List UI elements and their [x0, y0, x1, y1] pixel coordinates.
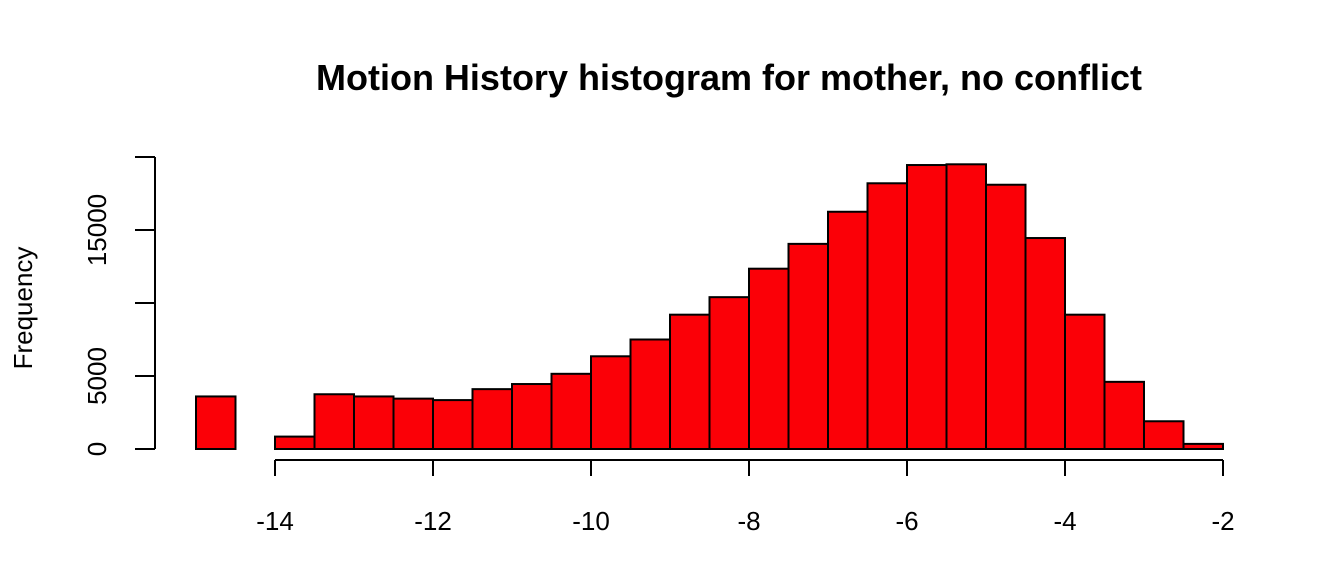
histogram-bar [432, 399, 474, 450]
y-tick-label: 15000 [82, 194, 112, 266]
x-tick-label: -8 [737, 506, 760, 536]
x-tick-label: -2 [1211, 506, 1234, 536]
histogram-bar [827, 210, 869, 450]
x-tick-label: -10 [572, 506, 610, 536]
bars-group [195, 163, 1224, 451]
x-tick-label: -4 [1053, 506, 1076, 536]
x-tick-label: -12 [414, 506, 452, 536]
chart-title: Motion History histogram for mother, no … [316, 57, 1142, 98]
histogram-bar [1143, 420, 1185, 451]
histogram-bar [313, 393, 355, 450]
histogram-bar [1064, 313, 1106, 450]
x-tick-label: -14 [256, 506, 294, 536]
histogram-bar [511, 383, 553, 450]
histogram-bar [985, 183, 1027, 451]
histogram-bar [353, 395, 395, 451]
y-axis: 0 5000 15000 [82, 156, 156, 456]
histogram-bar [590, 355, 632, 451]
histogram-bar [629, 338, 671, 450]
histogram-bar [708, 296, 750, 450]
histogram-bar [787, 242, 829, 450]
y-tick-label: 0 [82, 442, 112, 456]
histogram-bar [669, 313, 711, 450]
histogram-bar [1024, 237, 1066, 450]
x-axis: -14 -12 -10 -8 -6 -4 -2 [256, 459, 1235, 536]
histogram-bar [392, 397, 434, 451]
histogram-bar [1103, 380, 1145, 450]
y-tick-label: 5000 [82, 347, 112, 405]
histogram-bar [906, 164, 948, 450]
histogram-bar [866, 182, 908, 450]
histogram-bar [1182, 442, 1224, 451]
histogram-bar [195, 395, 237, 451]
x-tick-label: -6 [895, 506, 918, 536]
histogram-bar [550, 372, 592, 450]
y-axis-label: Frequency [8, 247, 38, 370]
histogram-bar [945, 163, 987, 451]
histogram-bar [471, 388, 513, 451]
histogram-bar [274, 435, 316, 450]
histogram-bar [748, 267, 790, 450]
